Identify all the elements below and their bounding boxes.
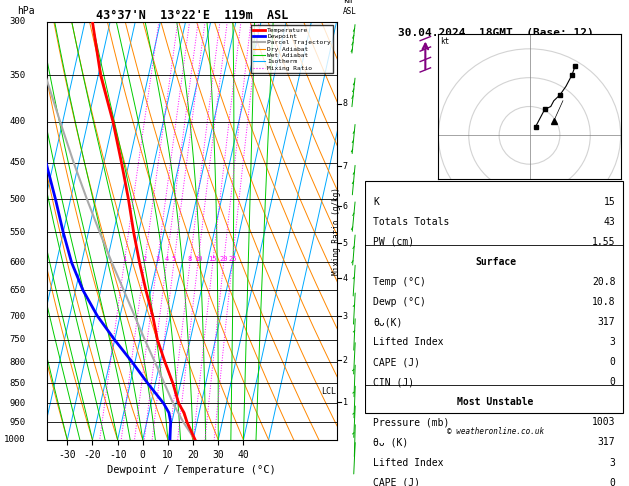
Text: 4: 4 xyxy=(343,274,348,283)
Text: 20.8: 20.8 xyxy=(592,277,615,287)
Text: 750: 750 xyxy=(9,335,25,345)
Text: 350: 350 xyxy=(9,71,25,80)
Text: Dewp (°C): Dewp (°C) xyxy=(373,297,426,307)
Text: 550: 550 xyxy=(9,228,25,237)
Text: 5: 5 xyxy=(343,239,348,248)
Text: θᴗ(K): θᴗ(K) xyxy=(373,317,403,327)
Text: 1: 1 xyxy=(343,398,348,407)
Text: Surface: Surface xyxy=(475,257,516,267)
Text: 300: 300 xyxy=(9,17,25,26)
Text: CAPE (J): CAPE (J) xyxy=(373,478,420,486)
Text: CAPE (J): CAPE (J) xyxy=(373,357,420,367)
Text: K: K xyxy=(373,197,379,207)
Text: 8: 8 xyxy=(188,257,192,262)
Text: © weatheronline.co.uk: © weatheronline.co.uk xyxy=(447,427,544,435)
Text: 900: 900 xyxy=(9,399,25,408)
Text: Totals Totals: Totals Totals xyxy=(373,217,450,227)
Text: Mixing Ratio (g/kg): Mixing Ratio (g/kg) xyxy=(332,187,341,275)
Text: 600: 600 xyxy=(9,258,25,267)
Text: 317: 317 xyxy=(598,317,615,327)
Text: 3: 3 xyxy=(610,337,615,347)
Text: 15: 15 xyxy=(604,197,615,207)
Text: Pressure (mb): Pressure (mb) xyxy=(373,417,450,427)
Text: 800: 800 xyxy=(9,358,25,367)
Text: 6: 6 xyxy=(343,202,348,210)
Text: 8: 8 xyxy=(343,100,348,108)
Text: 850: 850 xyxy=(9,379,25,388)
Text: PW (cm): PW (cm) xyxy=(373,237,415,247)
Text: 3: 3 xyxy=(343,312,348,320)
Bar xyxy=(365,181,623,413)
Text: Lifted Index: Lifted Index xyxy=(373,457,444,468)
Text: 3: 3 xyxy=(610,457,615,468)
Legend: Temperature, Dewpoint, Parcel Trajectory, Dry Adiabat, Wet Adiabat, Isotherm, Mi: Temperature, Dewpoint, Parcel Trajectory… xyxy=(251,25,333,73)
Text: 20: 20 xyxy=(220,257,228,262)
Title: 43°37'N  13°22'E  119m  ASL: 43°37'N 13°22'E 119m ASL xyxy=(96,9,288,22)
Text: 10.8: 10.8 xyxy=(592,297,615,307)
Text: 1: 1 xyxy=(122,257,126,262)
Text: 650: 650 xyxy=(9,286,25,295)
Text: 450: 450 xyxy=(9,158,25,167)
Text: 30.04.2024  18GMT  (Base: 12): 30.04.2024 18GMT (Base: 12) xyxy=(398,28,594,38)
Text: CIN (J): CIN (J) xyxy=(373,377,415,387)
Text: Temp (°C): Temp (°C) xyxy=(373,277,426,287)
Text: 3: 3 xyxy=(155,257,159,262)
Text: LCL: LCL xyxy=(321,387,336,396)
Text: 1003: 1003 xyxy=(592,417,615,427)
Text: 950: 950 xyxy=(9,417,25,427)
Text: 43: 43 xyxy=(604,217,615,227)
Text: θᴗ (K): θᴗ (K) xyxy=(373,437,408,448)
Text: 4: 4 xyxy=(164,257,169,262)
Text: 25: 25 xyxy=(228,257,237,262)
Text: 317: 317 xyxy=(598,437,615,448)
X-axis label: Dewpoint / Temperature (°C): Dewpoint / Temperature (°C) xyxy=(108,465,276,475)
Text: hPa: hPa xyxy=(16,6,35,16)
Text: 10: 10 xyxy=(194,257,202,262)
Text: Most Unstable: Most Unstable xyxy=(457,398,534,407)
Text: 5: 5 xyxy=(172,257,176,262)
Text: 15: 15 xyxy=(209,257,217,262)
Text: km
ASL: km ASL xyxy=(343,0,357,16)
Text: 700: 700 xyxy=(9,312,25,320)
Text: 400: 400 xyxy=(9,117,25,126)
Text: 2: 2 xyxy=(343,356,348,364)
Text: 500: 500 xyxy=(9,195,25,204)
Text: 1.55: 1.55 xyxy=(592,237,615,247)
Text: Lifted Index: Lifted Index xyxy=(373,337,444,347)
Text: 0: 0 xyxy=(610,377,615,387)
Text: 0: 0 xyxy=(610,357,615,367)
Text: 2: 2 xyxy=(143,257,147,262)
Text: 1000: 1000 xyxy=(4,435,25,444)
Text: 7: 7 xyxy=(343,162,348,171)
Text: 0: 0 xyxy=(610,478,615,486)
